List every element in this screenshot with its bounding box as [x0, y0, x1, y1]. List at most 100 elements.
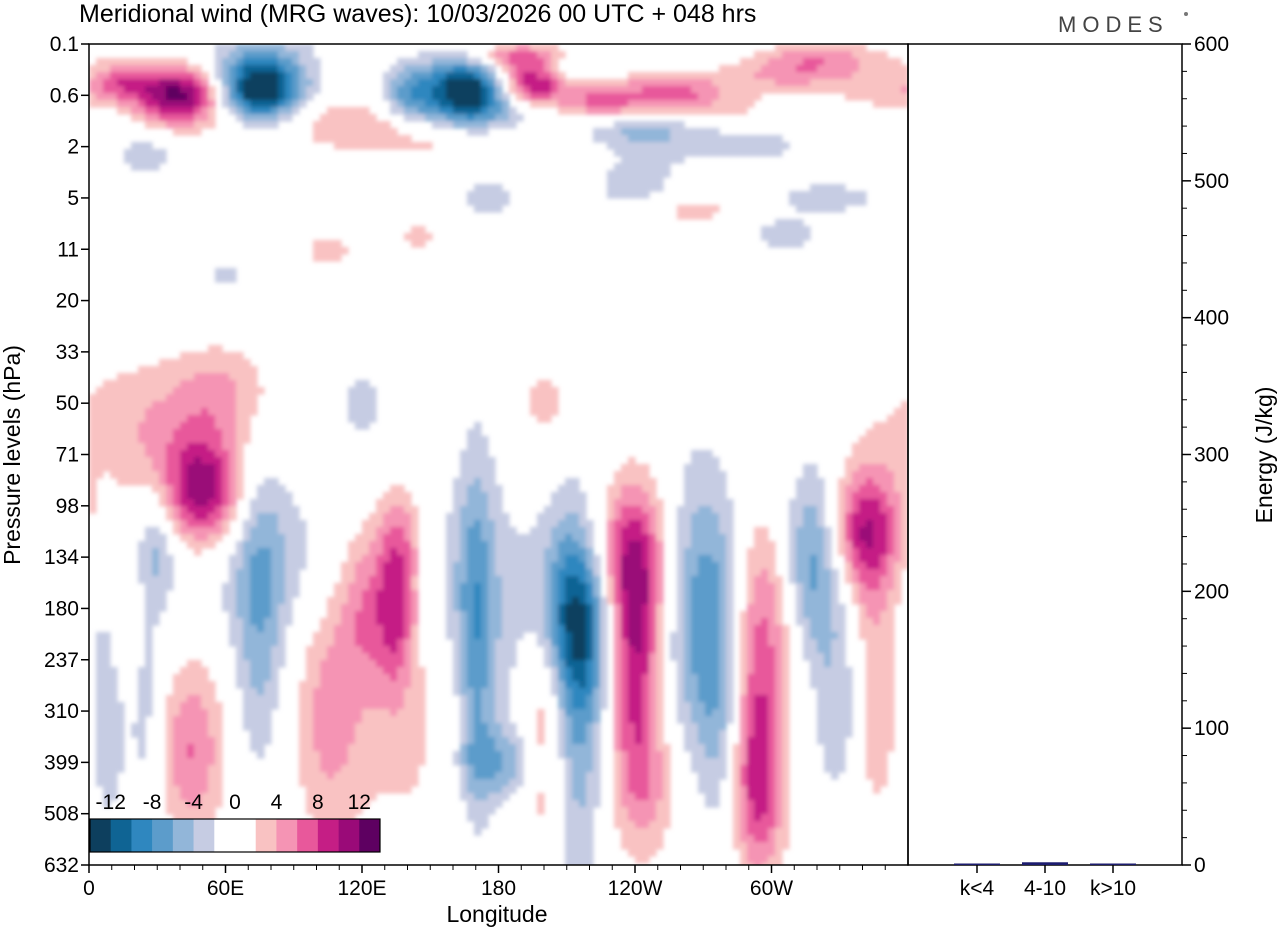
field-cell	[677, 205, 685, 213]
field-cell	[152, 121, 160, 129]
field-cell	[460, 520, 468, 528]
field-cell	[390, 100, 398, 108]
field-cell	[873, 702, 881, 710]
field-cell	[530, 583, 538, 591]
field-cell	[712, 667, 720, 675]
field-cell	[810, 611, 818, 619]
field-cell	[887, 660, 895, 668]
field-cell	[642, 121, 650, 129]
field-cell	[222, 464, 230, 472]
field-cell	[887, 93, 895, 101]
field-cell	[761, 527, 769, 535]
field-cell	[614, 632, 622, 640]
field-cell	[579, 639, 587, 647]
field-cell	[635, 499, 643, 507]
field-cell	[166, 583, 174, 591]
field-cell	[628, 751, 636, 759]
field-cell	[558, 100, 566, 108]
field-cell	[89, 464, 97, 472]
field-cell	[229, 51, 237, 59]
field-cell	[642, 485, 650, 493]
field-cell	[838, 639, 846, 647]
field-cell	[873, 737, 881, 745]
field-cell	[691, 723, 699, 731]
field-cell	[467, 667, 475, 675]
field-cell	[124, 86, 132, 94]
field-cell	[138, 65, 146, 73]
field-cell	[285, 604, 293, 612]
field-cell	[600, 688, 608, 696]
field-cell	[264, 618, 272, 626]
field-cell	[208, 702, 216, 710]
field-cell	[719, 674, 727, 682]
field-cell	[824, 625, 832, 633]
field-cell	[292, 576, 300, 584]
field-cell	[208, 352, 216, 360]
field-cell	[579, 107, 587, 115]
field-cell	[691, 135, 699, 143]
field-cell	[719, 555, 727, 563]
field-cell	[901, 562, 908, 570]
field-cell	[411, 625, 419, 633]
field-cell	[187, 86, 195, 94]
field-cell	[803, 478, 811, 486]
field-cell	[89, 436, 97, 444]
field-cell	[411, 555, 419, 563]
field-cell	[222, 373, 230, 381]
field-cell	[243, 534, 251, 542]
field-cell	[593, 723, 601, 731]
field-cell	[89, 443, 97, 451]
field-cell	[803, 604, 811, 612]
field-cell	[544, 415, 552, 423]
field-cell	[628, 625, 636, 633]
field-cell	[502, 618, 510, 626]
field-cell	[474, 471, 482, 479]
field-cell	[705, 730, 713, 738]
field-cell	[173, 366, 181, 374]
field-cell	[817, 86, 825, 94]
field-cell	[691, 86, 699, 94]
field-cell	[845, 513, 853, 521]
field-cell	[250, 646, 258, 654]
field-cell	[222, 485, 230, 493]
field-cell	[110, 730, 118, 738]
field-cell	[572, 730, 580, 738]
field-cell	[194, 394, 202, 402]
field-cell	[488, 576, 496, 584]
field-cell	[677, 674, 685, 682]
field-cell	[341, 751, 349, 759]
field-cell	[572, 646, 580, 654]
field-cell	[383, 128, 391, 136]
field-cell	[96, 723, 104, 731]
field-cell	[194, 359, 202, 367]
field-cell	[880, 72, 888, 80]
field-cell	[719, 506, 727, 514]
field-cell	[229, 401, 237, 409]
field-cell	[754, 548, 762, 556]
field-cell	[698, 527, 706, 535]
field-cell	[579, 583, 587, 591]
field-cell	[803, 44, 811, 52]
field-cell	[894, 555, 902, 563]
field-cell	[565, 520, 573, 528]
field-cell	[390, 86, 398, 94]
field-cell	[222, 583, 230, 591]
field-cell	[712, 485, 720, 493]
field-cell	[208, 716, 216, 724]
field-cell	[138, 114, 146, 122]
field-cell	[467, 688, 475, 696]
field-cell	[887, 646, 895, 654]
field-cell	[215, 72, 223, 80]
field-cell	[201, 443, 209, 451]
field-cell	[103, 660, 111, 668]
field-cell	[509, 611, 517, 619]
field-cell	[327, 107, 335, 115]
field-cell	[474, 541, 482, 549]
field-cell	[614, 170, 622, 178]
field-cell	[887, 492, 895, 500]
field-cell	[348, 541, 356, 549]
field-cell	[264, 562, 272, 570]
field-cell	[810, 583, 818, 591]
field-cell	[152, 415, 160, 423]
